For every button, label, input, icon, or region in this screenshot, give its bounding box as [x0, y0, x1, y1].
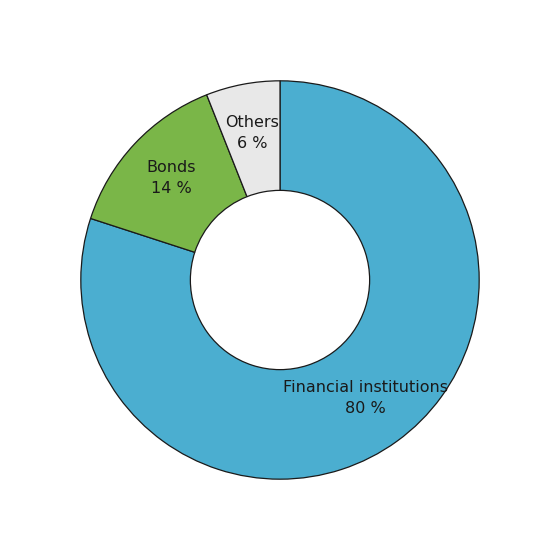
Wedge shape — [207, 81, 280, 197]
Text: Others
6 %: Others 6 % — [225, 115, 279, 151]
Wedge shape — [91, 95, 247, 253]
Text: Financial institutions
80 %: Financial institutions 80 % — [283, 380, 448, 416]
Text: Bonds
14 %: Bonds 14 % — [146, 160, 196, 196]
Wedge shape — [81, 81, 479, 479]
